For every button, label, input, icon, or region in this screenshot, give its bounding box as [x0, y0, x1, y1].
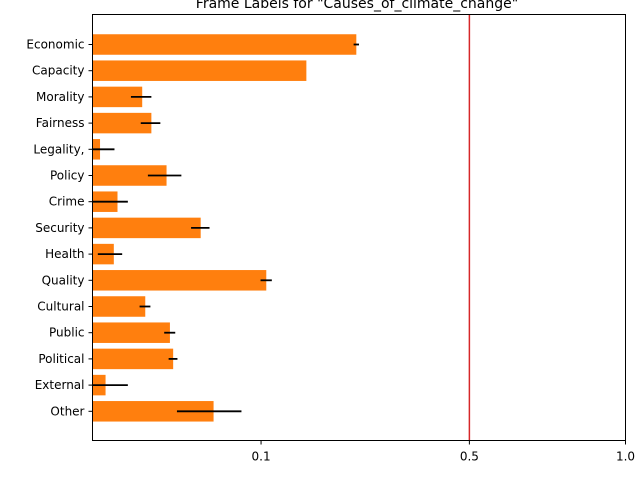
y-tick-label: Fairness: [36, 116, 85, 130]
x-tick-label: 1.0: [616, 450, 635, 464]
bar: [92, 348, 174, 370]
x-tick-label: 0.5: [460, 450, 479, 464]
y-tick-label: Economic: [26, 38, 84, 52]
y-tick-label: Security: [35, 221, 84, 235]
bar: [92, 270, 267, 291]
y-tick-label: Morality: [36, 90, 84, 104]
y-tick-label: Crime: [49, 195, 85, 209]
bar: [92, 60, 307, 81]
y-tick-label: External: [35, 378, 85, 392]
bar: [92, 401, 214, 422]
y-tick-label: Capacity: [32, 64, 84, 78]
y-tick-label: Policy: [50, 169, 85, 183]
error-bars-group: [92, 43, 359, 413]
y-axis: Economic Capacity Morality Fairness Legality…: [26, 38, 93, 418]
bar: [92, 296, 146, 317]
y-tick-label: Legality,: [33, 142, 84, 156]
y-tick-label: Political: [38, 352, 84, 366]
y-tick-label: Cultural: [37, 300, 84, 314]
bar: [92, 165, 167, 186]
y-tick-label: Public: [49, 326, 85, 340]
bar: [92, 322, 170, 343]
x-tick-label: 0.1: [252, 450, 271, 464]
bar: [92, 86, 143, 108]
y-tick-label: Health: [45, 247, 84, 261]
bar: [92, 112, 152, 134]
chart-title: Frame Labels for "Causes_of_climate_chan…: [196, 0, 518, 12]
y-tick-label: Other: [50, 404, 84, 418]
bar: [92, 217, 201, 239]
bar: [92, 34, 357, 55]
y-tick-label: Quality: [42, 273, 85, 287]
bars-group: [92, 34, 357, 422]
x-axis: 0.1 0.5 1.0: [252, 440, 635, 464]
